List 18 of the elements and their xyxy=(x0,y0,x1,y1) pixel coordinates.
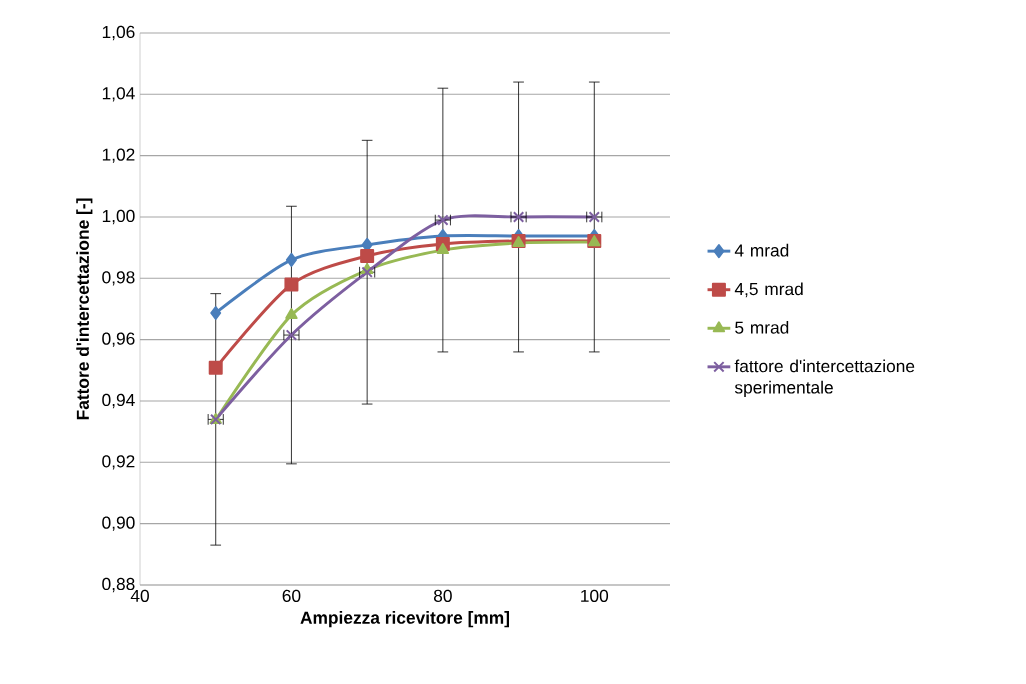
x-axis-title: Ampiezza ricevitore [mm] xyxy=(300,611,509,628)
y-tick-label: 0,94 xyxy=(102,393,135,409)
legend-label: 4,5 mrad xyxy=(734,282,803,298)
y-tick-label: 1,00 xyxy=(102,209,135,225)
y-tick-label: 0,92 xyxy=(102,455,135,470)
legend-label: fattore d'intercettazione sperimentale xyxy=(734,359,915,398)
legend-label: 4 mrad xyxy=(734,243,789,257)
x-tick-label: 100 xyxy=(581,589,609,602)
y-tick-label: 0,96 xyxy=(102,332,135,347)
y-tick-label: 0,90 xyxy=(102,516,135,531)
x-tick-label: 80 xyxy=(433,589,452,602)
y-tick-label: 1,04 xyxy=(102,87,135,102)
x-tick-label: 60 xyxy=(282,589,301,602)
y-tick-label: 1,02 xyxy=(102,148,135,163)
y-tick-label: 0,98 xyxy=(102,271,135,286)
y-axis-title: Fattore d'intercettazione [-] xyxy=(76,198,93,420)
y-tick-label: 1,06 xyxy=(102,25,135,41)
legend-label: 5 mrad xyxy=(735,320,789,334)
